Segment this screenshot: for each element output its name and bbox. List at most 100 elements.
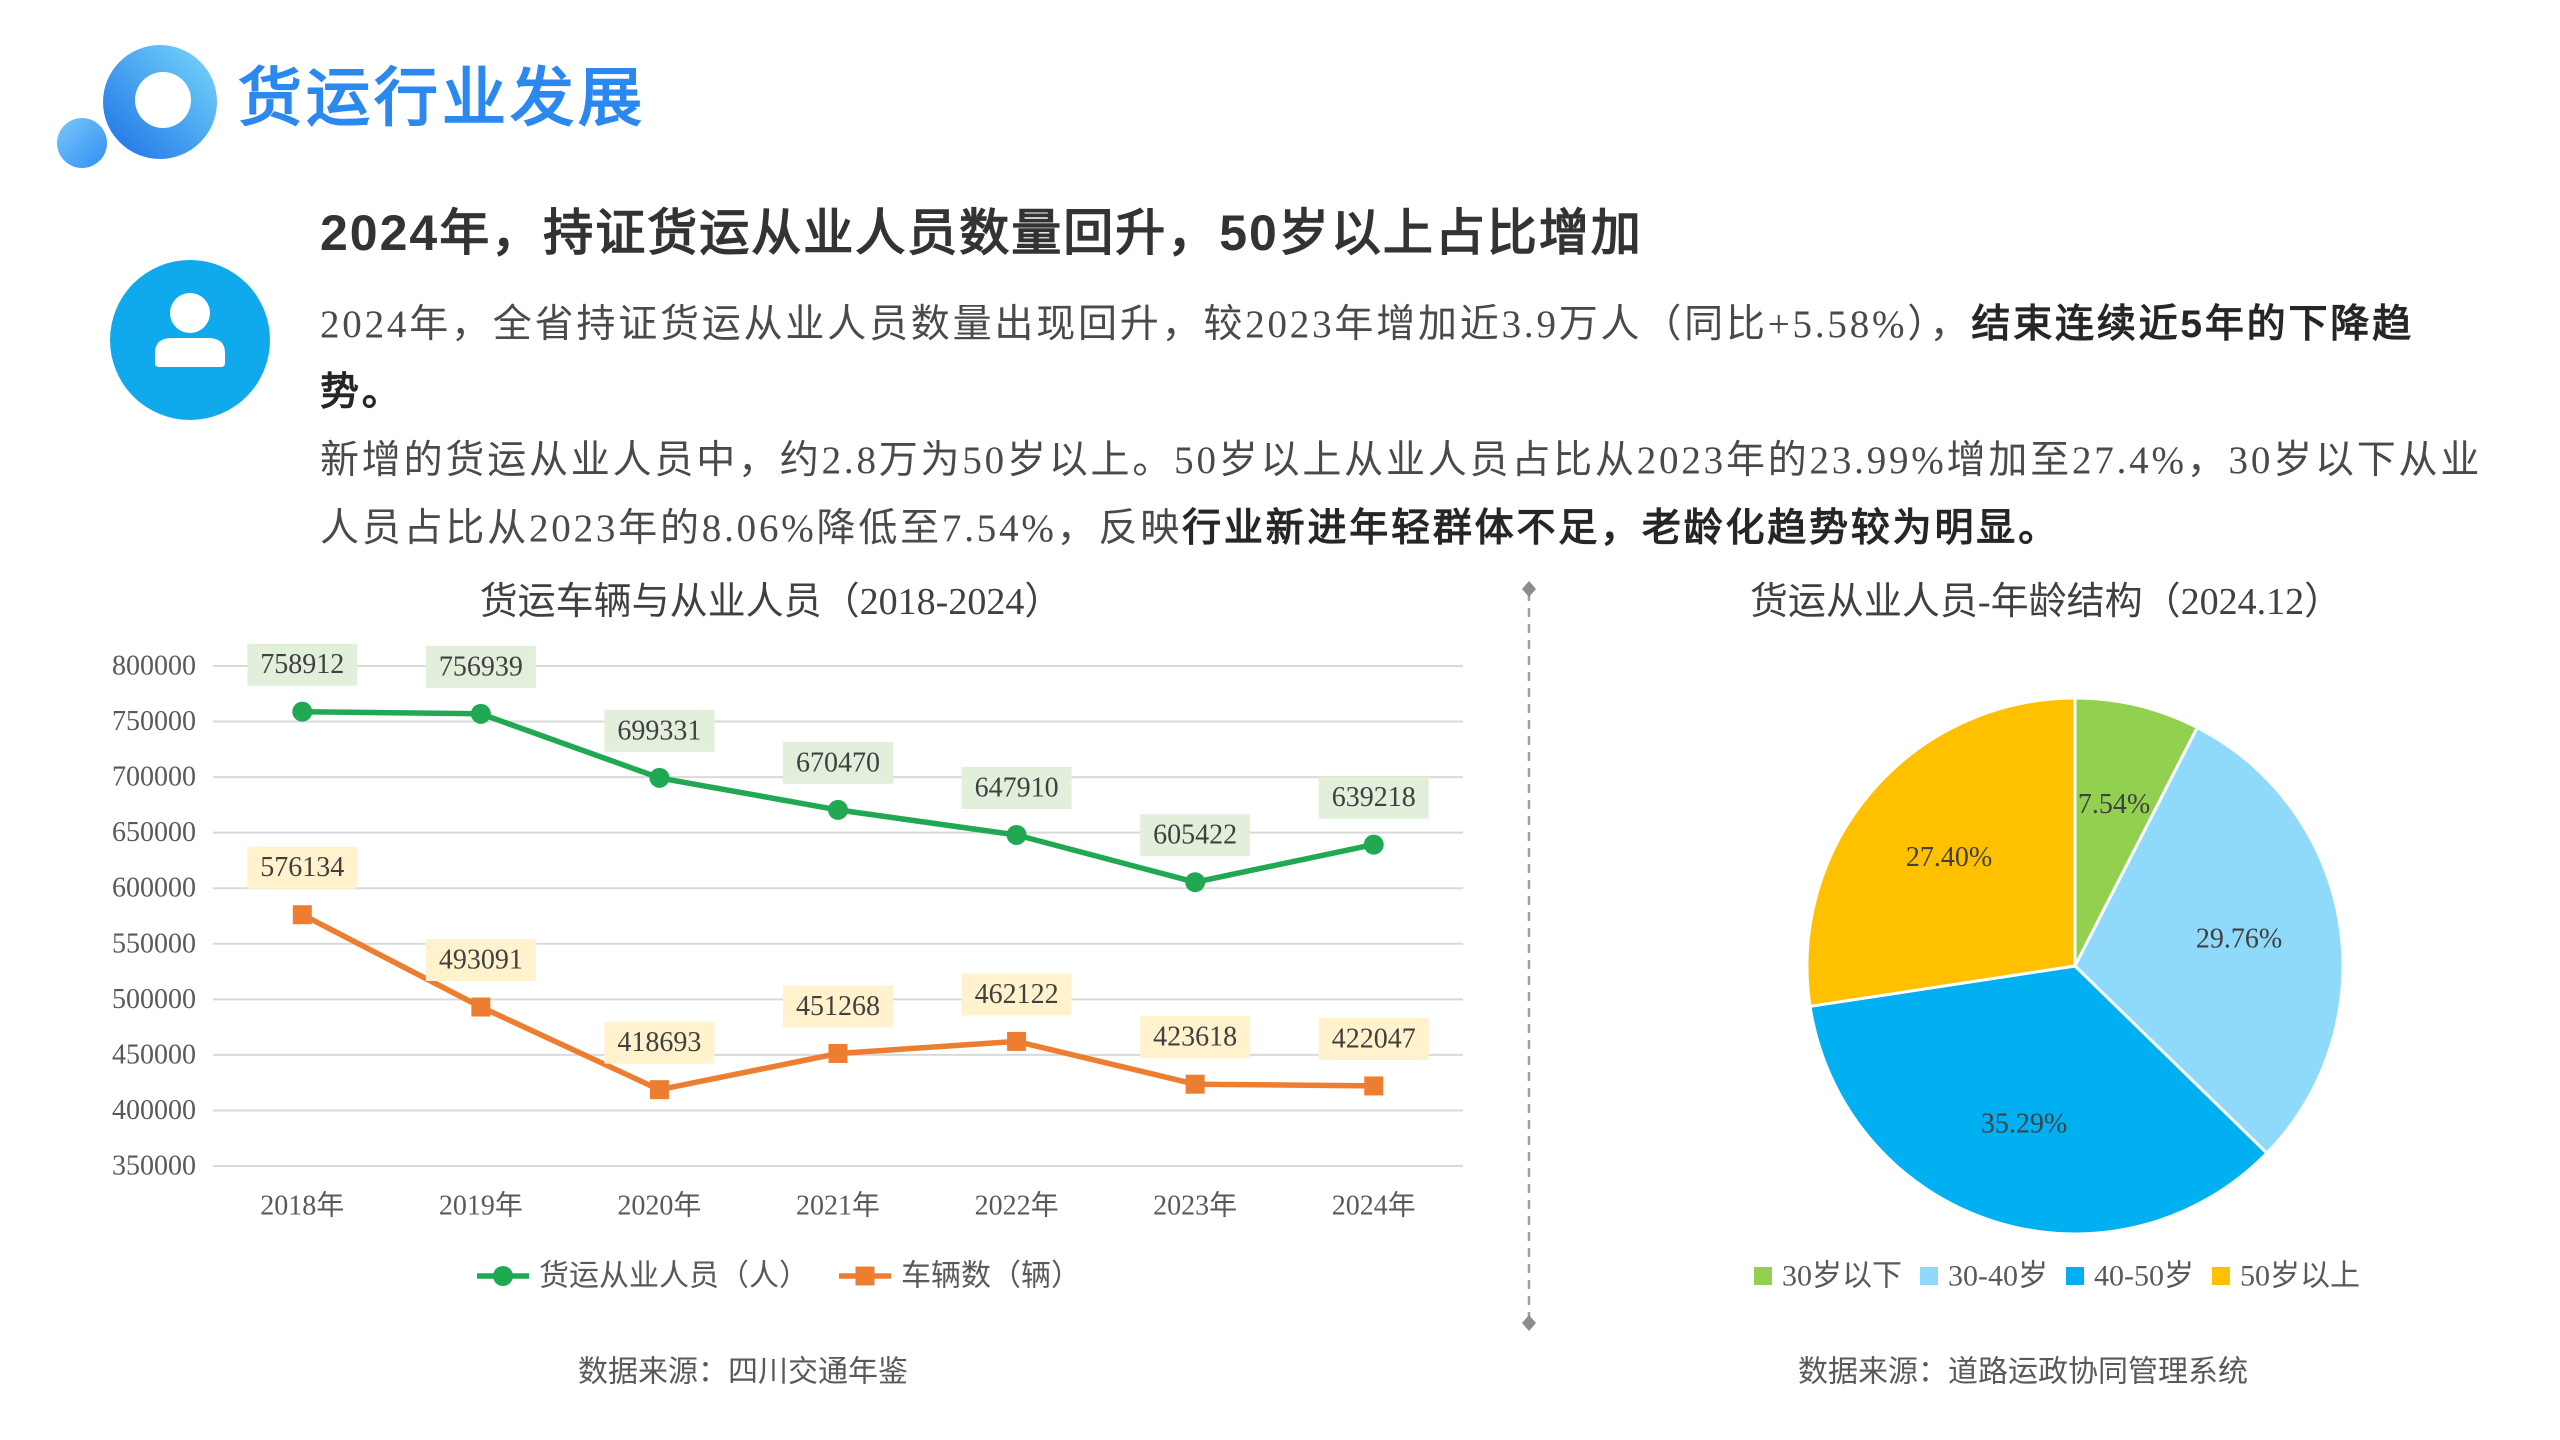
vehicles-series: 576134 493091 418693 451268 462122 423618 4220… [247, 846, 1429, 1100]
vehicles-point [1185, 1074, 1205, 1094]
divider-diamond [1522, 581, 1536, 597]
pie-slice [1808, 964, 2269, 1236]
workers-data-label-box [425, 645, 536, 688]
x-tick-label: 2022年 [975, 1190, 1059, 1222]
line-chart: 货运车辆与从业人员（2018-2024） 数据来源：四川交通年鉴 800000 7… [112, 581, 1463, 1389]
workers-data-label: 758912 [260, 649, 344, 680]
paragraph-text: 2024年，全省持证货运从业人员数量出现回升，较2023年增加近3.9万人（同比… [320, 303, 1972, 346]
pie-slice [2073, 696, 2199, 968]
y-tick-label: 700000 [112, 762, 196, 793]
vehicles-data-label-box [783, 985, 893, 1028]
workers-data-label-box [1140, 814, 1251, 857]
vehicles-data-label-box [425, 939, 536, 982]
pie-chart-legend-item: 50岁以上 [2212, 1260, 2360, 1293]
vehicles-data-label: 422047 [1332, 1023, 1416, 1054]
vehicles-data-label: 423618 [1153, 1022, 1237, 1053]
workers-data-label-box [247, 643, 358, 686]
x-tick-label: 2024年 [1332, 1190, 1416, 1222]
vehicles-data-label-box [1140, 1016, 1251, 1059]
legend-swatch-marker [855, 1266, 875, 1286]
line-chart-legend: 货运从业人员（人） 车辆数（辆） [477, 1260, 1081, 1293]
pie-slices [1805, 696, 2345, 1236]
x-tick-label: 2019年 [439, 1190, 523, 1222]
user-icon-head [170, 293, 210, 333]
workers-line [299, 708, 1377, 885]
legend-label: 50岁以上 [2240, 1260, 2360, 1293]
vehicles-data-label-box [604, 1021, 715, 1064]
legend-label: 40-50岁 [2094, 1260, 2194, 1293]
workers-point [470, 703, 491, 724]
user-icon [110, 260, 270, 420]
pie-chart-legend-item: 40-50岁 [2066, 1260, 2194, 1293]
workers-point [828, 799, 848, 820]
x-tick-label: 2020年 [617, 1190, 701, 1222]
chart-title: 货运从业人员-年龄结构（2024.12） [1750, 581, 2342, 623]
workers-data-label: 699331 [617, 715, 701, 746]
workers-data-label: 670470 [796, 747, 880, 778]
pie-slice [1805, 696, 2077, 1008]
workers-data-label: 647910 [975, 772, 1059, 803]
vehicles-point [471, 997, 491, 1017]
vehicles-data-label: 576134 [260, 852, 344, 883]
workers-point [1185, 872, 1206, 893]
paragraph-text: 新增的货运从业人员中，约2.8万为50岁以上。50岁以上从业人员占比从2023年… [320, 439, 2483, 550]
divider-diamond [1522, 1315, 1536, 1331]
x-tick-label: 2018年 [260, 1190, 344, 1222]
logo-dot [57, 118, 107, 168]
vehicles-point [828, 1043, 848, 1063]
vehicles-data-label-box [961, 973, 1072, 1016]
legend-swatch [1920, 1267, 1938, 1285]
gridlines [213, 665, 1463, 1167]
chart-source: 数据来源：道路运政协同管理系统 [1798, 1356, 2248, 1389]
x-tick-label: 2021年 [796, 1190, 880, 1222]
vehicles-data-label: 418693 [617, 1027, 701, 1058]
workers-data-label-box [1318, 776, 1429, 819]
workers-data-label: 639218 [1332, 782, 1416, 813]
x-tick-label: 2023年 [1153, 1190, 1237, 1222]
chart-title: 货运车辆与从业人员（2018-2024） [480, 581, 1063, 623]
legend-swatch [2066, 1267, 2084, 1285]
pie-slice-label: 35.29% [1981, 1109, 2067, 1140]
vehicles-point [649, 1080, 669, 1100]
summary-text: 2024年，全省持证货运从业人员数量出现回升，较2023年增加近3.9万人（同比… [320, 291, 2490, 563]
workers-data-label-box [783, 741, 893, 784]
vehicles-data-label: 493091 [439, 945, 523, 976]
y-tick-label: 750000 [112, 706, 196, 737]
pie-chart: 货运从业人员-年龄结构（2024.12） 数据来源：道路运政协同管理系统 7.5… [1750, 581, 2360, 1389]
pie-chart-legend: 30岁以下 30-40岁 40-50岁 50岁以上 [1754, 1260, 2360, 1293]
divider [1522, 581, 1536, 1331]
y-tick-label: 600000 [112, 873, 196, 904]
workers-data-label: 756939 [439, 651, 523, 682]
paragraph: 2024年，全省持证货运从业人员数量出现回升，较2023年增加近3.9万人（同比… [320, 291, 2490, 427]
vehicles-point [1007, 1031, 1027, 1051]
legend-label: 30岁以下 [1782, 1260, 1902, 1293]
y-tick-label: 800000 [112, 651, 196, 682]
pie-slice-label: 27.40% [1906, 842, 1992, 873]
section-headline: 2024年，持证货运从业人员数量回升，50岁以上占比增加 [320, 205, 1643, 261]
line-chart-legend-item: 货运从业人员（人） [477, 1260, 809, 1293]
workers-data-label-box [604, 709, 715, 752]
pie-slice-label: 29.76% [2196, 924, 2282, 955]
page-title: 货运行业发展 [238, 62, 646, 134]
pie-chart-legend-item: 30-40岁 [1920, 1260, 2048, 1293]
paragraph-emphasis: 行业新进年轻群体不足，老龄化趋势较为明显。 [1182, 507, 2060, 550]
paragraph: 新增的货运从业人员中，约2.8万为50岁以上。50岁以上从业人员占比从2023年… [320, 427, 2490, 563]
y-tick-label: 450000 [112, 1039, 196, 1070]
logo-ring-hole [135, 72, 191, 128]
vehicles-data-label: 462122 [975, 979, 1059, 1010]
legend-swatch [1754, 1267, 1772, 1285]
legend-label: 车辆数（辆） [901, 1260, 1081, 1293]
workers-data-label-box [961, 766, 1072, 809]
vehicles-data-label-box [247, 846, 358, 889]
pie-chart-legend-item: 30岁以下 [1754, 1260, 1902, 1293]
vehicles-data-label: 451268 [796, 991, 880, 1022]
workers-point [1363, 834, 1384, 855]
pie-slice [2073, 726, 2345, 1155]
legend-label: 货运从业人员（人） [539, 1260, 809, 1293]
user-icon-body [155, 338, 225, 367]
pie-slice-label: 7.54% [2078, 789, 2150, 820]
vehicles-point [292, 905, 312, 925]
line-chart-legend-item: 车辆数（辆） [839, 1260, 1081, 1293]
chart-source: 数据来源：四川交通年鉴 [578, 1356, 908, 1389]
